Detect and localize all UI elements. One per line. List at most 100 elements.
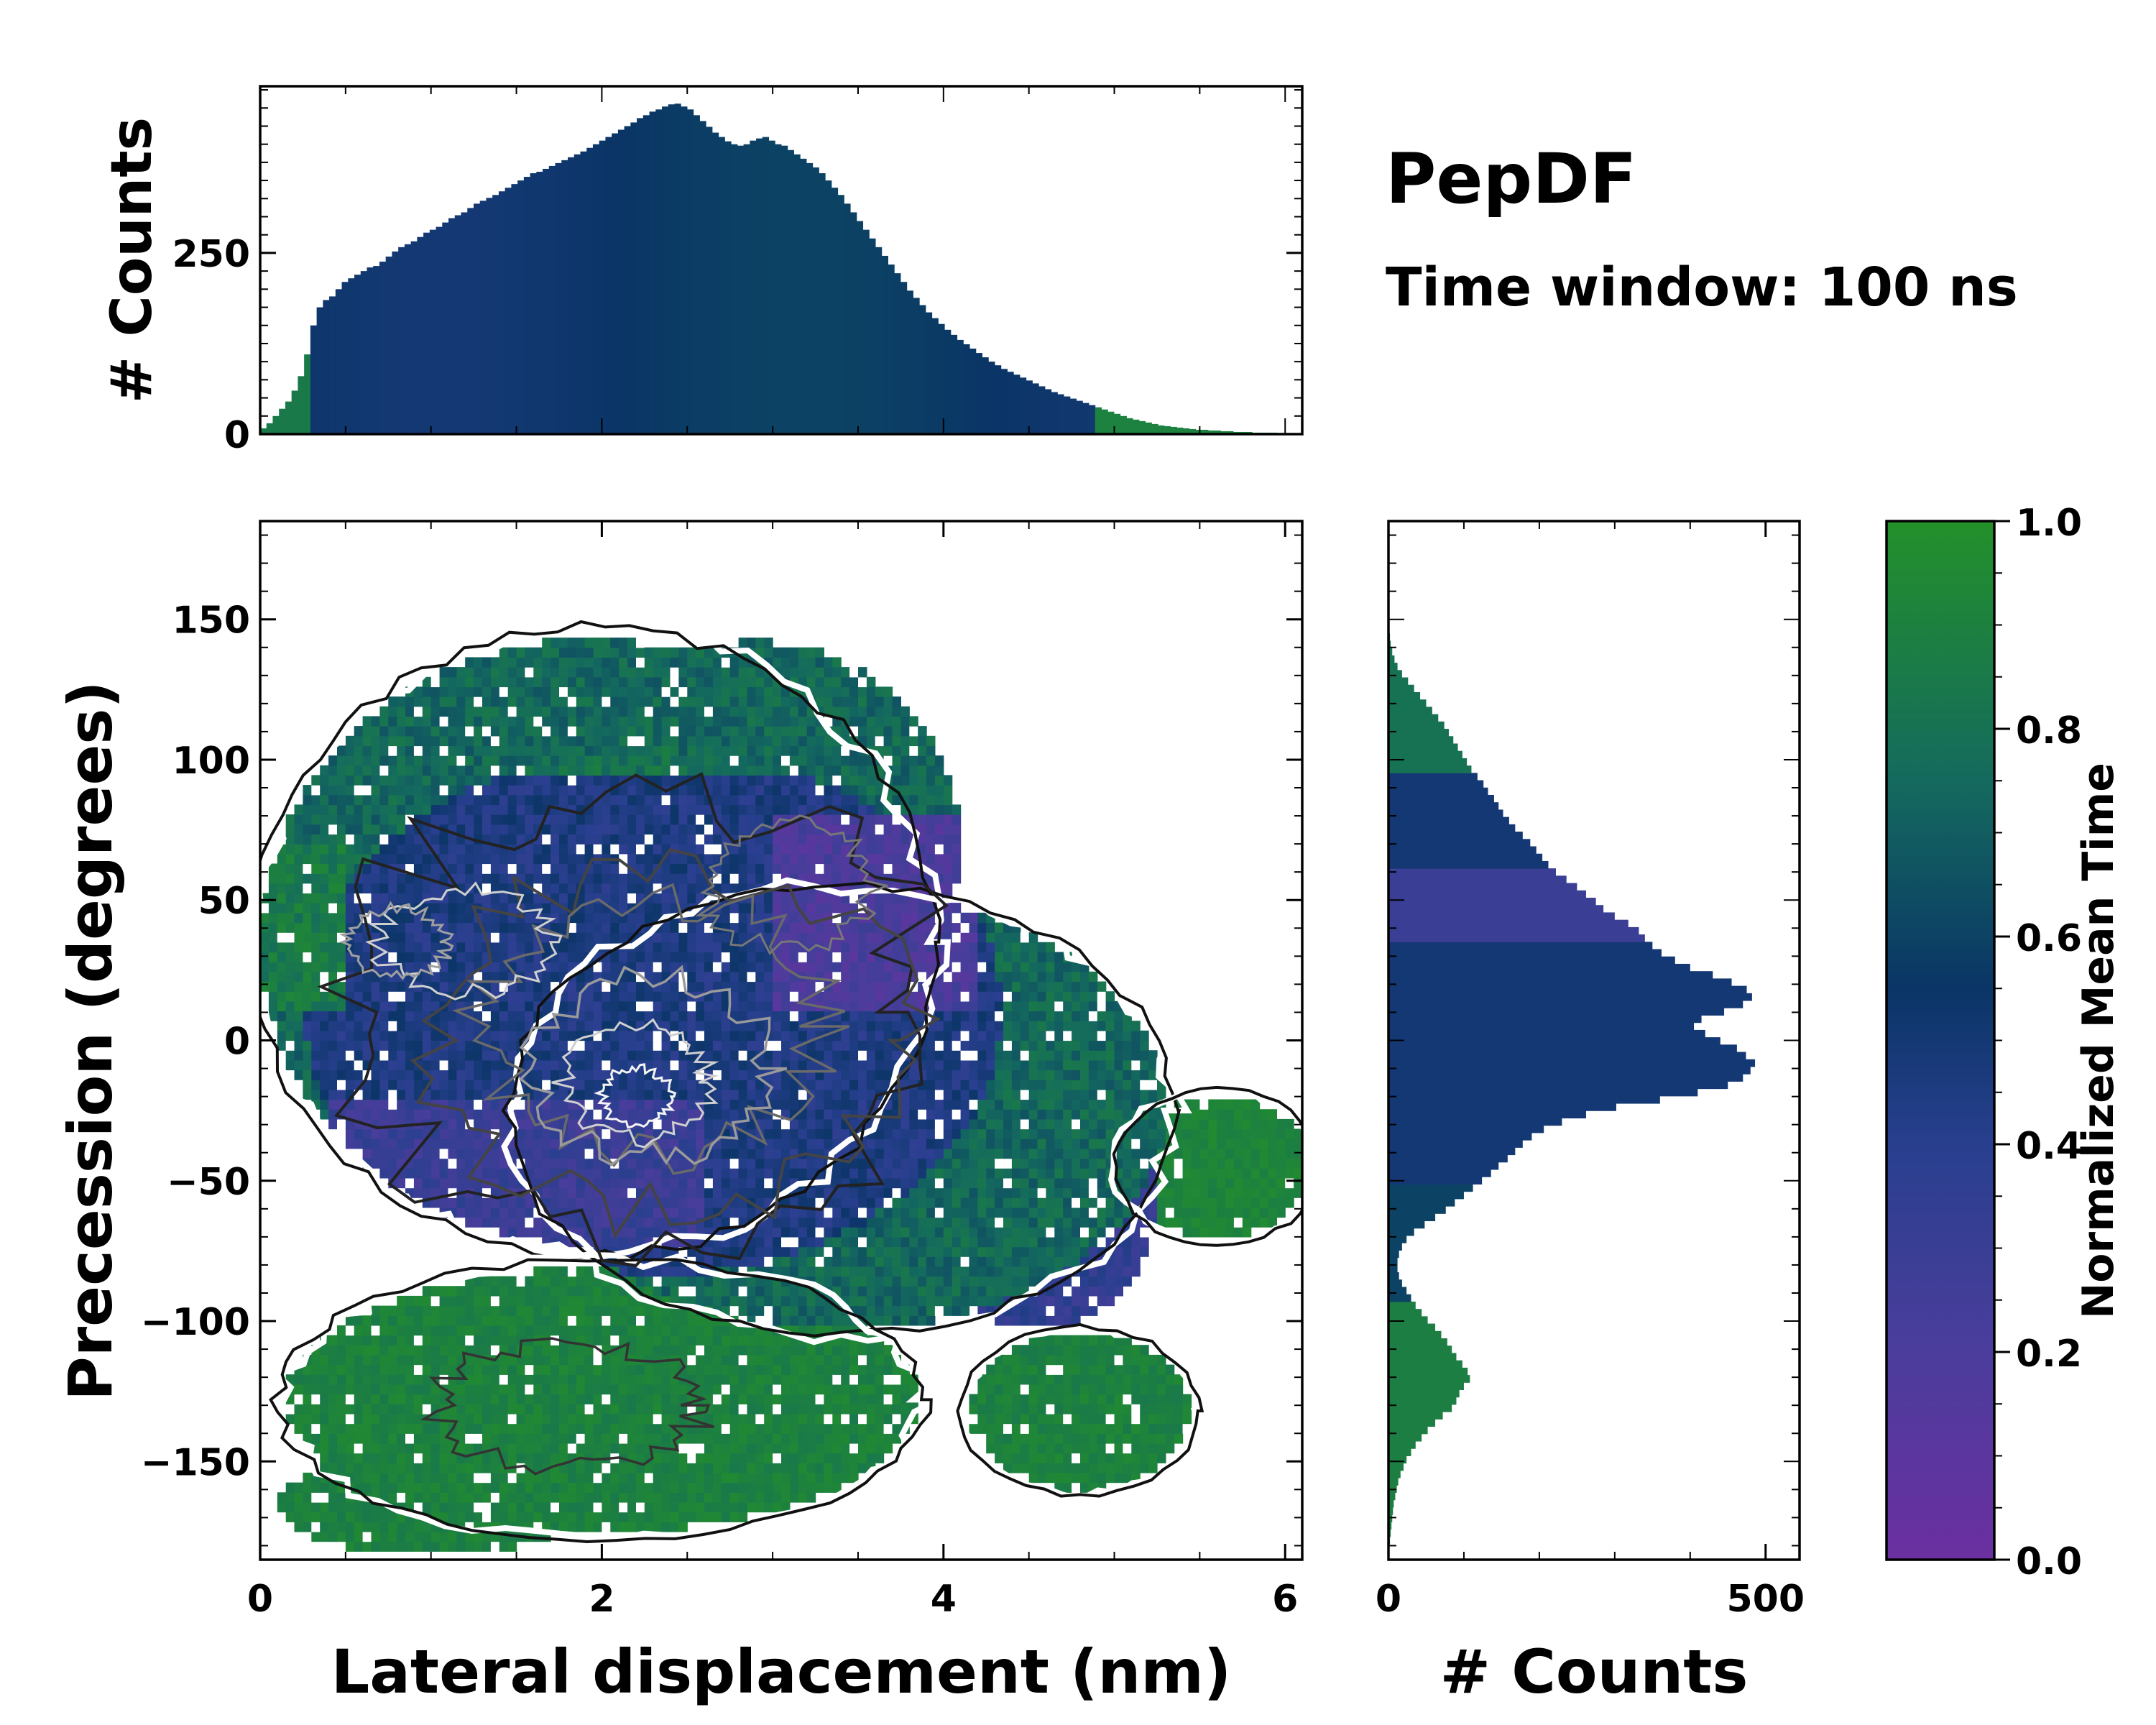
- heatmap-cell: [465, 1413, 474, 1425]
- heatmap-cell: [696, 952, 705, 962]
- heatmap-cell: [413, 1305, 423, 1316]
- heatmap-cell: [320, 1021, 329, 1031]
- heatmap-cell: [474, 1423, 483, 1434]
- heatmap-cell: [294, 942, 303, 953]
- heatmap-cell: [559, 883, 568, 894]
- heatmap-cell: [388, 932, 397, 943]
- heatmap-cell: [567, 853, 577, 865]
- heatmap-cell: [303, 962, 312, 972]
- heatmap-cell: [533, 1158, 543, 1169]
- heatmap-cell: [328, 1394, 338, 1404]
- heatmap-cell: [559, 765, 568, 776]
- heatmap-cell: [712, 1404, 722, 1414]
- heatmap-cell: [644, 735, 654, 747]
- heatmap-cell: [362, 1325, 372, 1336]
- heatmap-cell: [661, 863, 671, 874]
- heatmap-cell: [696, 1128, 705, 1139]
- heatmap-cell: [516, 942, 526, 953]
- heatmap-cell: [712, 1394, 722, 1404]
- heatmap-cell: [542, 1394, 551, 1404]
- heatmap-cell: [294, 873, 303, 884]
- heatmap-cell: [397, 1128, 406, 1139]
- heatmap-cell: [388, 942, 397, 953]
- heatmap-cell: [619, 1227, 628, 1238]
- heatmap-cell: [670, 1463, 679, 1473]
- heatmap-cell: [499, 932, 509, 943]
- heatmap-cell: [507, 1217, 517, 1228]
- heatmap-cell: [533, 785, 543, 796]
- heatmap-cell: [661, 1187, 671, 1198]
- heatmap-cell: [738, 1138, 748, 1149]
- heatmap-cell: [747, 962, 756, 972]
- heatmap-cell: [593, 1011, 602, 1021]
- heatmap-cell: [345, 883, 355, 894]
- heatmap-cell: [294, 834, 303, 845]
- heatmap-cell: [422, 804, 432, 815]
- heatmap-cell: [738, 912, 748, 924]
- heatmap-cell: [362, 1394, 372, 1404]
- heatmap-cell: [345, 1384, 355, 1395]
- heatmap-cell: [636, 716, 645, 727]
- heatmap-cell: [627, 853, 637, 865]
- heatmap-cell: [448, 794, 457, 806]
- heatmap-cell: [413, 952, 423, 962]
- heatmap-cell: [465, 1295, 474, 1307]
- heatmap-cell: [653, 726, 663, 737]
- heatmap-cell: [576, 1305, 586, 1316]
- heatmap-cell: [345, 785, 355, 796]
- heatmap-cell: [627, 1217, 637, 1228]
- heatmap-cell: [422, 1541, 432, 1552]
- heatmap-cell: [354, 1433, 364, 1444]
- heatmap-cell: [311, 1354, 321, 1366]
- heatmap-cell: [362, 1040, 372, 1051]
- heatmap-cell: [602, 686, 611, 697]
- heatmap-cell: [550, 922, 560, 933]
- heatmap-cell: [712, 952, 722, 962]
- heatmap-cell: [277, 1492, 287, 1503]
- heatmap-cell: [354, 1099, 364, 1110]
- heatmap-cell: [533, 1501, 543, 1513]
- heatmap-cell: [619, 824, 628, 835]
- heatmap-cell: [474, 1413, 483, 1425]
- heatmap-cell: [397, 1070, 406, 1080]
- heatmap-cell: [696, 1501, 705, 1513]
- heatmap-cell: [516, 834, 526, 845]
- heatmap-cell: [533, 1059, 543, 1071]
- heatmap-cell: [644, 785, 654, 796]
- heatmap-cell: [507, 1011, 517, 1021]
- heatmap-cell: [755, 903, 765, 914]
- heatmap-cell: [413, 1453, 423, 1463]
- heatmap-cell: [576, 1512, 586, 1522]
- heatmap-cell: [371, 824, 380, 835]
- heatmap-cell: [379, 716, 389, 727]
- heatmap-cell: [499, 716, 509, 727]
- x-marginal-bar: [1069, 398, 1077, 434]
- heatmap-cell: [636, 1089, 645, 1100]
- heatmap-cell: [764, 735, 773, 747]
- heatmap-cell: [644, 1384, 654, 1395]
- heatmap-cell: [397, 981, 406, 992]
- heatmap-cell: [285, 1501, 295, 1513]
- heatmap-cell: [610, 1099, 619, 1110]
- heatmap-cell: [422, 735, 432, 747]
- heatmap-cell: [413, 1158, 423, 1169]
- x-marginal-bar: [750, 140, 757, 434]
- heatmap-cell: [550, 1276, 560, 1287]
- heatmap-cell: [294, 1394, 303, 1404]
- heatmap-cell: [430, 755, 441, 766]
- heatmap-cell: [712, 1118, 722, 1130]
- heatmap-cell: [354, 1345, 364, 1356]
- heatmap-cell: [687, 1021, 696, 1031]
- heatmap-cell: [593, 726, 602, 737]
- heatmap-cell: [584, 834, 594, 845]
- heatmap-cell: [525, 932, 534, 943]
- heatmap-cell: [687, 794, 696, 806]
- heatmap-cell: [636, 1158, 645, 1169]
- heatmap-cell: [696, 647, 705, 658]
- heatmap-cell: [320, 942, 329, 953]
- heatmap-cell: [311, 1384, 321, 1395]
- heatmap-cell: [516, 755, 526, 766]
- heatmap-cell: [303, 883, 312, 894]
- x-marginal-bar: [379, 262, 387, 434]
- x-marginal-bar: [699, 121, 706, 434]
